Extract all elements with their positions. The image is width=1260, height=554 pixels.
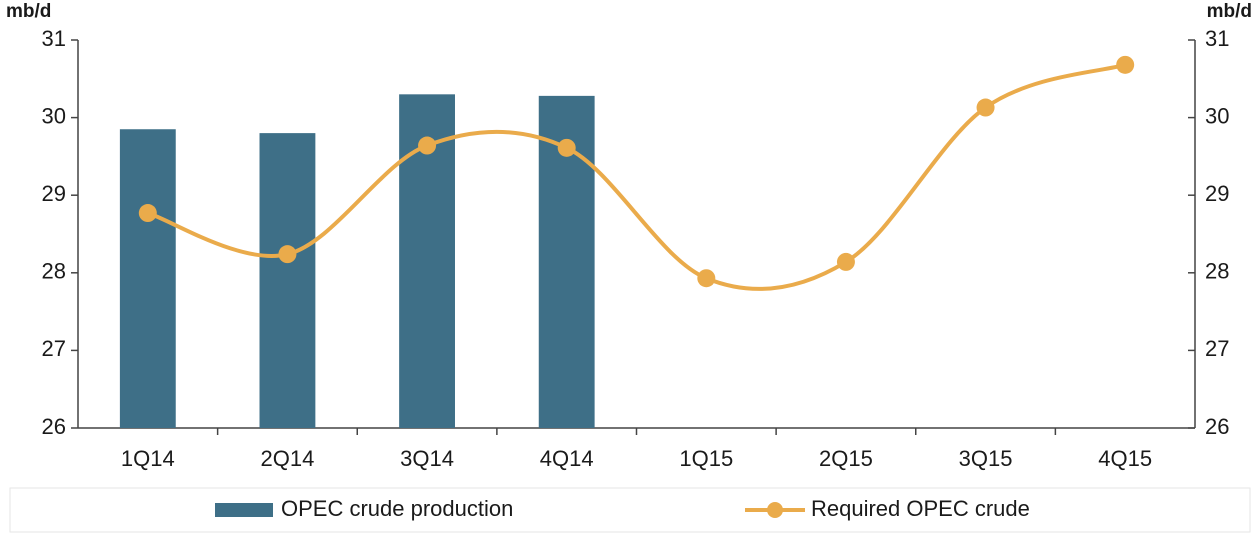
- y2-tick-label: 29: [1205, 181, 1229, 206]
- y2-tick-label: 31: [1205, 26, 1229, 51]
- legend-box: [9, 487, 1251, 533]
- y2-axis-label: mb/d: [1207, 1, 1252, 22]
- x-tick-label: 4Q14: [540, 446, 594, 471]
- y-tick-label: 31: [42, 26, 66, 51]
- y2-tick-label: 27: [1205, 336, 1229, 361]
- line-marker: [418, 136, 437, 155]
- legend-swatch: [767, 502, 783, 518]
- line-marker: [138, 204, 157, 223]
- line: [147, 62, 1126, 291]
- x-tick-label: 1Q15: [679, 446, 733, 471]
- bar: [119, 129, 176, 429]
- y-tick-label: 27: [42, 336, 66, 361]
- x-tick-label: 4Q15: [1098, 446, 1152, 471]
- x-tick-label: 2Q14: [261, 446, 315, 471]
- y-axis-label: mb/d: [6, 1, 51, 22]
- y2-tick-label: 28: [1205, 259, 1229, 284]
- line-marker: [697, 269, 716, 288]
- y-tick-label: 30: [42, 103, 66, 128]
- x-tick-label: 3Q14: [400, 446, 454, 471]
- line-marker: [836, 252, 855, 271]
- x-tick-label: 3Q15: [959, 446, 1013, 471]
- line-marker: [557, 138, 576, 157]
- line-marker: [976, 98, 995, 117]
- y-tick-label: 29: [42, 181, 66, 206]
- line-marker: [1116, 55, 1135, 74]
- line-marker: [278, 245, 297, 264]
- x-tick-label: 2Q15: [819, 446, 873, 471]
- y-tick-label: 28: [42, 259, 66, 284]
- y2-tick-label: 26: [1205, 414, 1229, 439]
- y2-tick-label: 30: [1205, 103, 1229, 128]
- bar: [259, 133, 316, 428]
- legend-label: OPEC crude production: [281, 496, 513, 521]
- legend-swatch: [215, 503, 273, 517]
- x-tick-label: 1Q14: [121, 446, 175, 471]
- legend-label: Required OPEC crude: [811, 496, 1030, 521]
- y-tick-label: 26: [42, 414, 66, 439]
